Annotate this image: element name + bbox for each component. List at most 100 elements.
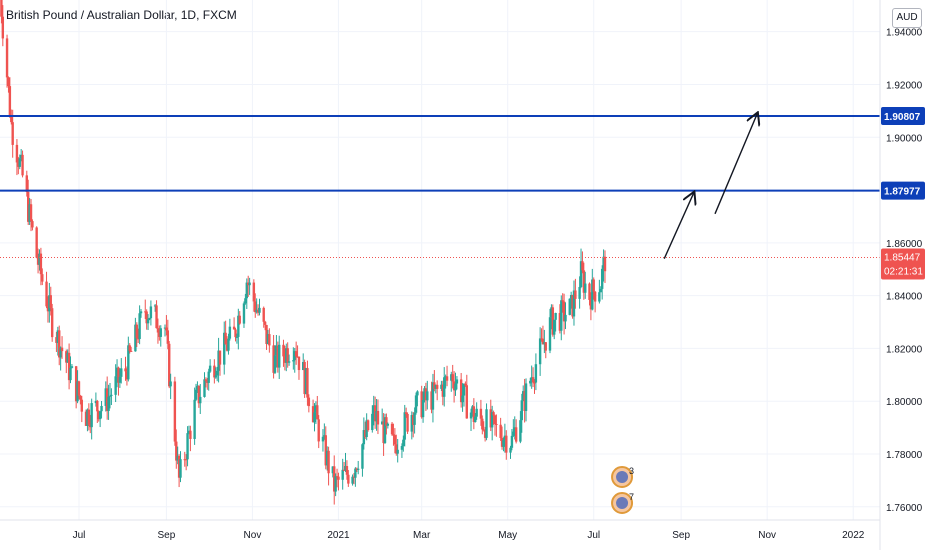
candle-body [431, 382, 435, 410]
x-tick-label: Nov [758, 530, 776, 541]
candle-body [48, 295, 51, 312]
candle-body [214, 375, 217, 378]
candle-body [114, 376, 117, 395]
horizontal-levels[interactable] [0, 114, 880, 258]
candle-body [265, 324, 268, 344]
candle-body [481, 418, 484, 430]
candle-body [443, 377, 446, 397]
candle-body [423, 388, 426, 401]
drawing-annotations[interactable]: 37 [611, 114, 757, 514]
candle-body [213, 365, 216, 378]
y-tick-label: 1.78000 [886, 450, 923, 461]
candle-body [471, 406, 474, 413]
candle-body [225, 344, 229, 351]
candle-body [602, 256, 605, 269]
level-price-label: 1.87977 [884, 187, 921, 198]
candle-body [276, 345, 280, 368]
candle-body [341, 469, 344, 480]
candle-body [115, 367, 119, 377]
candle-body [493, 415, 497, 424]
candle-body [569, 295, 573, 299]
candle-body [11, 122, 14, 145]
candle-body [485, 409, 488, 438]
candle-body [530, 377, 533, 381]
candle-body [430, 391, 433, 410]
candle-body [294, 351, 298, 357]
candle-body [286, 348, 289, 363]
candle-body [80, 399, 83, 412]
candle-body [35, 227, 38, 258]
candle-body [177, 455, 181, 478]
candle-body [426, 391, 429, 401]
candle-body [314, 405, 318, 413]
candle-body [237, 315, 240, 337]
candle-body [386, 423, 390, 426]
current-price-label: 1.85447 [884, 252, 921, 263]
candle-body [509, 447, 512, 453]
candle-body [572, 290, 576, 317]
candle-body [331, 466, 335, 474]
candle-body [254, 301, 257, 313]
candle-body [376, 410, 380, 425]
candle-body [124, 368, 127, 372]
candle-body [5, 38, 9, 78]
candle-body [465, 385, 468, 419]
candle-body [15, 144, 19, 163]
candle-body [238, 315, 241, 324]
price-axis[interactable]: 1.94000 1.92000 1.90000 1.86000 1.84000 1.820… [886, 28, 923, 514]
candle-body [591, 279, 594, 310]
candle-body [344, 466, 347, 471]
candle-body [272, 345, 275, 373]
candle-body [345, 466, 349, 475]
candle-body [232, 326, 236, 330]
candle-body [27, 191, 30, 222]
candle-body [208, 365, 212, 372]
candle-body [581, 261, 584, 271]
candle-body [561, 300, 564, 302]
candle-body [578, 286, 581, 299]
candle-body [245, 282, 248, 299]
candle-body [553, 319, 556, 335]
candle-body [404, 412, 408, 414]
candle-body [499, 424, 502, 439]
candle-body [49, 295, 52, 309]
candle-body [268, 334, 271, 346]
candle-body [207, 371, 210, 383]
candle-body [56, 330, 60, 343]
candle-body [258, 307, 261, 313]
candle-body [588, 283, 591, 300]
candle-body [65, 351, 68, 363]
candle-body [163, 327, 167, 329]
candle-body [450, 374, 453, 381]
flag-icon [616, 471, 629, 483]
candle-body [464, 383, 467, 386]
candle-body [287, 361, 291, 363]
candle-body [285, 348, 288, 363]
candle-body [96, 400, 99, 412]
candle-body [139, 311, 143, 314]
candle-body [321, 436, 325, 442]
candle-body [306, 368, 309, 398]
candle-body [514, 427, 518, 442]
candle-body [324, 435, 327, 466]
candle-body [562, 301, 566, 322]
candle-body [366, 420, 370, 431]
candle-body [543, 342, 546, 345]
candle-body [502, 439, 505, 447]
candle-body [206, 381, 209, 383]
candle-body [433, 382, 436, 389]
candle-body [98, 411, 102, 420]
candle-body [434, 384, 437, 389]
candle-body [347, 474, 350, 484]
candle-body [482, 429, 485, 431]
time-axis[interactable]: Jul Sep Nov 2021 Mar May Jul Sep Nov 2022 [73, 530, 865, 541]
candle-body [503, 435, 507, 440]
currency-button[interactable]: AUD [892, 8, 922, 28]
candle-body [293, 351, 296, 361]
candle-body [118, 376, 122, 383]
candle-body [197, 385, 201, 404]
candle-body [196, 385, 199, 390]
x-tick-label: Mar [413, 530, 431, 541]
candle-body [278, 344, 281, 368]
